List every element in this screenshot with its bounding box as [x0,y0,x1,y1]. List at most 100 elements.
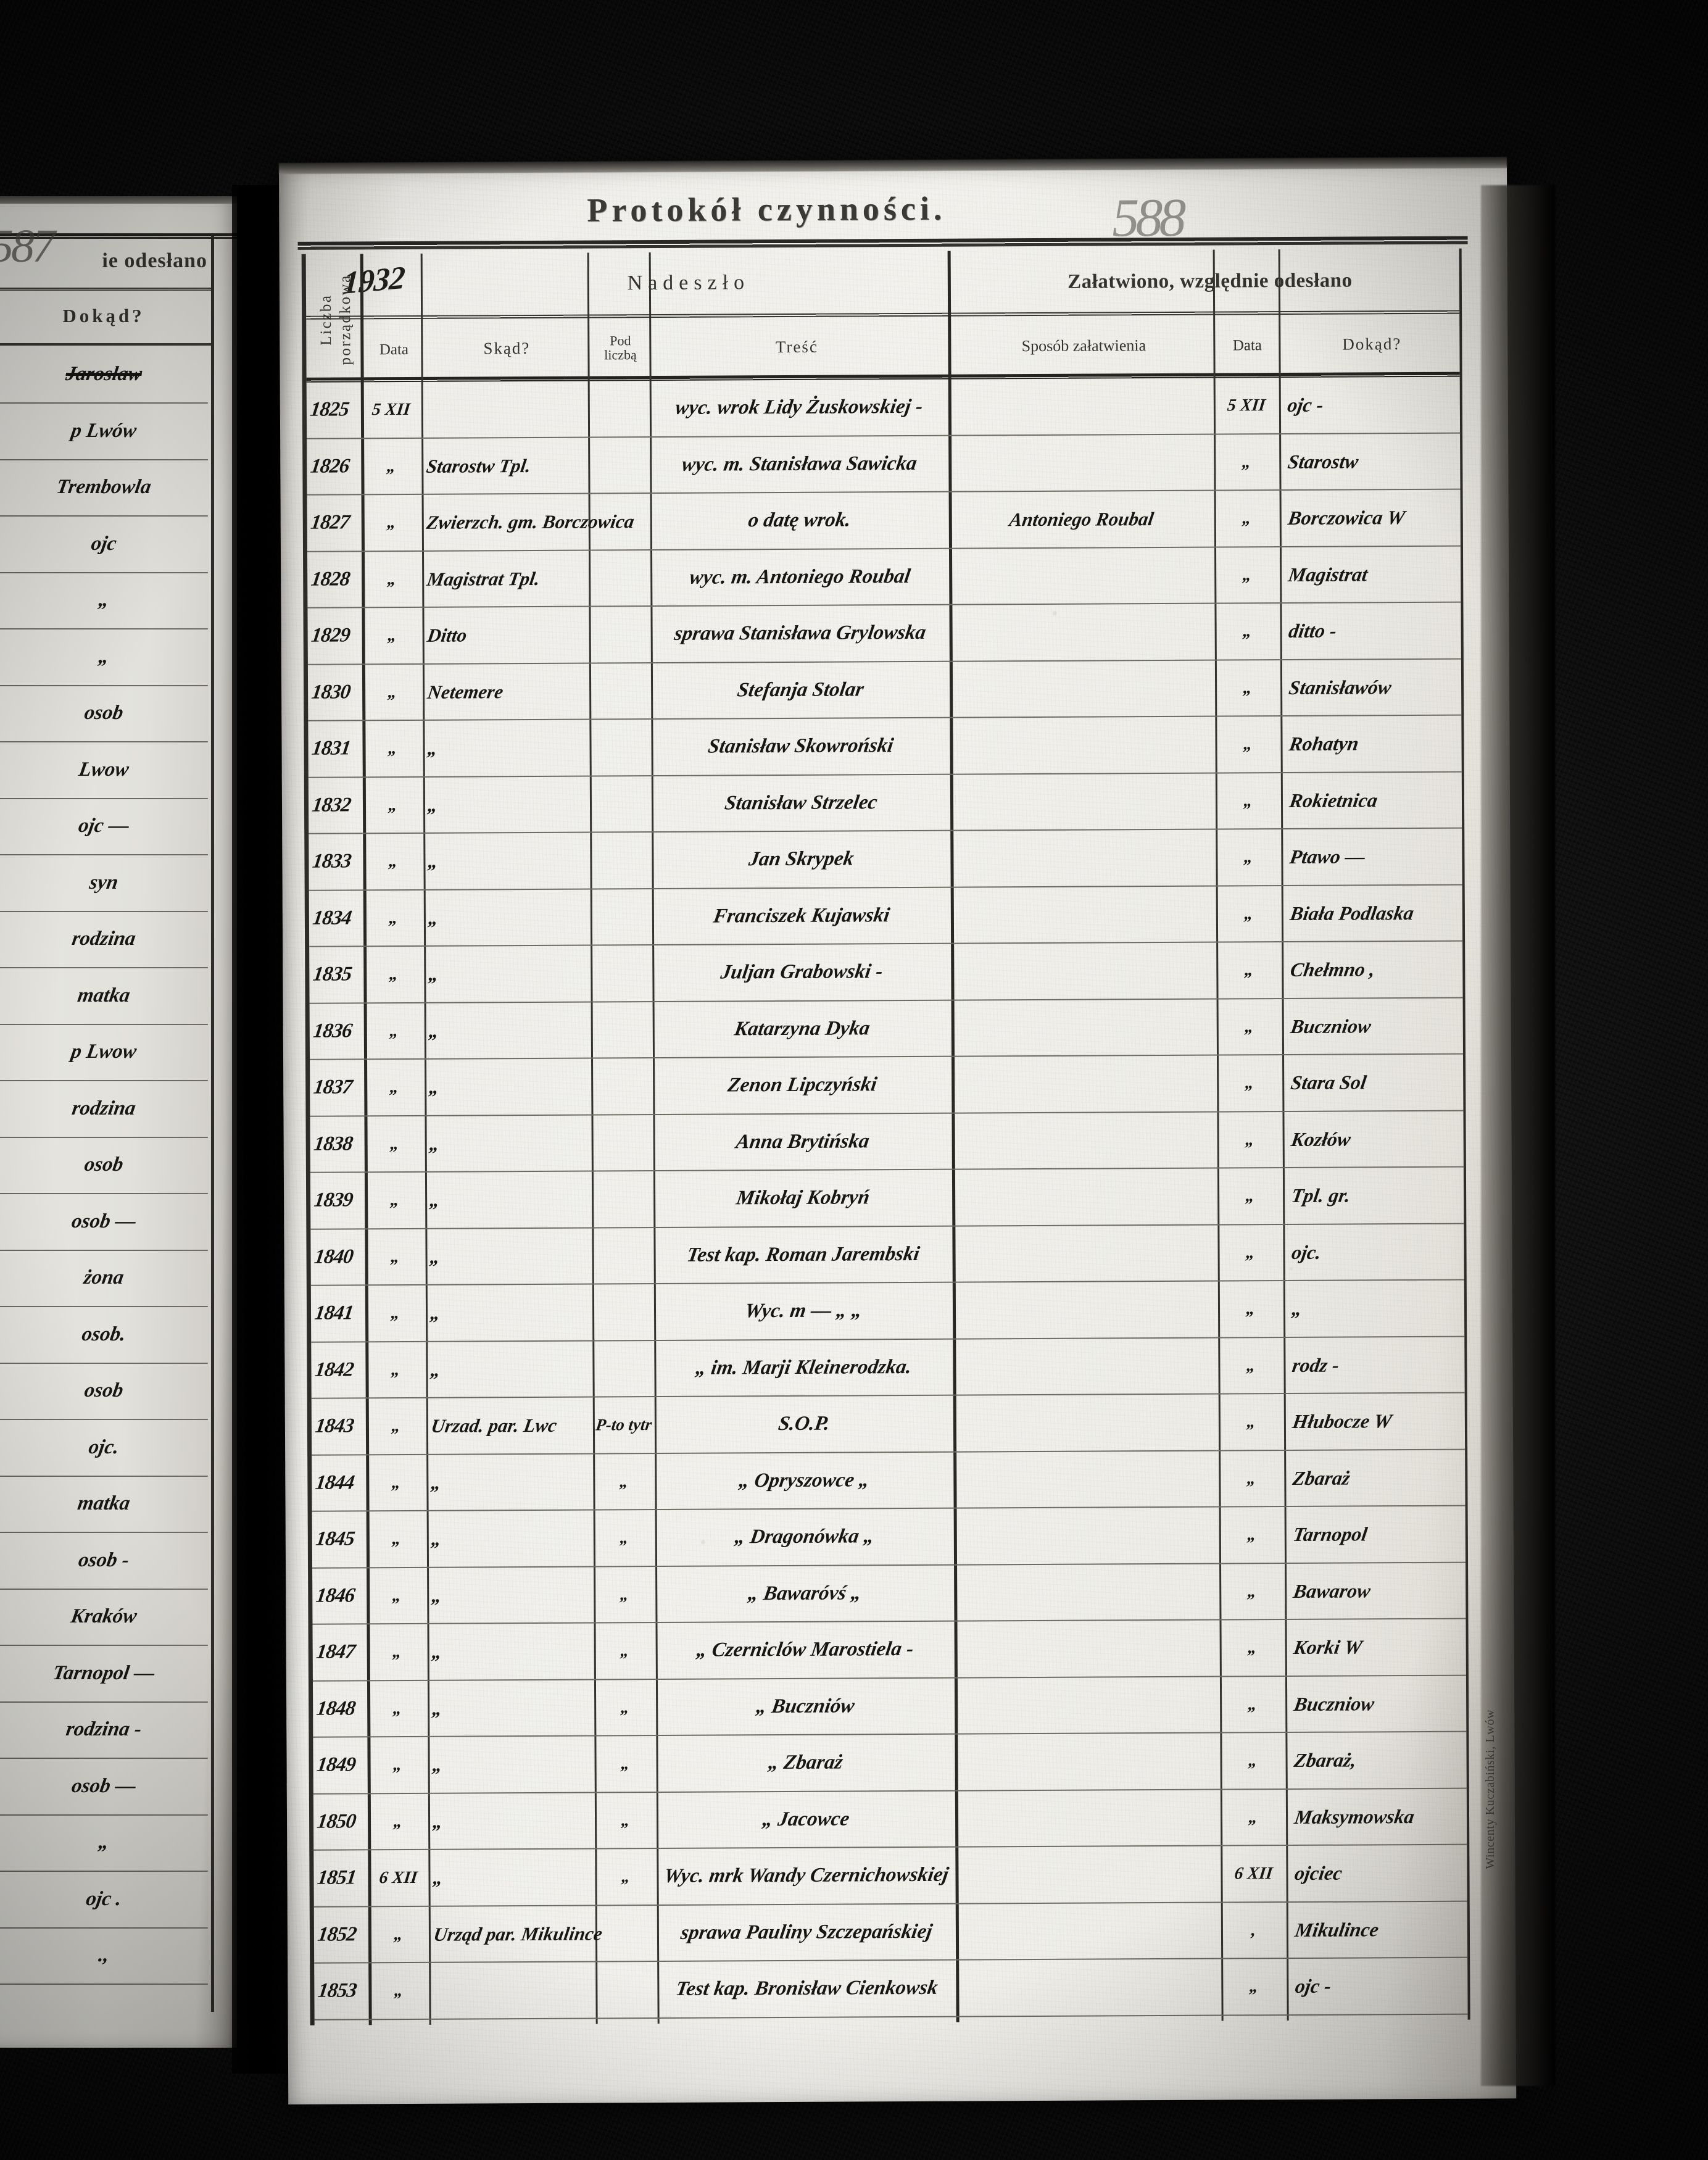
column-header-ordinal: Liczba porządkowa [317,273,354,365]
cell-date2: 6 XII [1233,1863,1274,1884]
cell-lp: 1837 [312,1076,354,1099]
verso-divider-1 [0,288,212,291]
cell-to: Chełmno , [1288,958,1377,981]
cell-from: „ [431,1866,445,1888]
cell-date2: „ [1245,1355,1257,1375]
verso-column-header: Dokąd? [62,305,145,326]
cell-date1: „ [391,1416,402,1435]
cell-sub [587,833,655,888]
register-table: 1932 Nadeszło Załatwiono, względnie odes… [301,248,1470,2025]
cell-from: „ [431,1640,444,1663]
group-header-outgoing: Załatwiono, względnie odesłano [1068,269,1353,293]
cell-body: Wyc. m — „ „ [743,1299,864,1323]
cell-from: „ [427,963,441,985]
cell-from: „ [426,850,440,872]
cell-lp: 1852 [316,1923,358,1946]
cell-how [948,1169,1222,1226]
cell-from: Magistrat Tpl. [425,567,542,590]
cell-to: Mikulince [1293,1918,1380,1941]
cell-sub: „ [621,1867,632,1886]
table-row: 1827 „ Zwierzch. gm. Borczowica o datę wrok… [307,489,1461,552]
cell-to: Buczniow [1289,1015,1373,1037]
cell-how [947,999,1221,1056]
cell-to: ojc. [1290,1240,1323,1263]
cell-how [951,1734,1225,1790]
cell-sub [589,1341,658,1397]
column-header-from: Skąd? [483,338,531,357]
table-column-header-row: Data Skąd? Pod liczbą Treść Sposób załat… [306,310,1460,383]
column-header-date-in: Data [379,341,409,359]
cell-to: Tpl. gr. [1290,1184,1353,1207]
cell-date1: „ [391,1585,403,1605]
cell-to: Korki W [1292,1635,1364,1659]
cell-from [417,381,592,438]
cell-body: Stanisław Skowroński [706,734,895,758]
cell-lp: 1836 [312,1020,354,1042]
cell-to: Magistrat [1287,563,1370,586]
cell-sub: P-to tytr [594,1415,653,1434]
cell-from: „ [428,1245,442,1268]
cell-date2: „ [1246,1638,1258,1658]
cell-date1: „ [390,1360,402,1379]
cell-date2: „ [1247,1694,1259,1714]
cell-to: Rohatyn [1287,732,1361,755]
cell-how [951,1790,1225,1846]
cell-body: Wyc. mrk Wandy Czernichowskiej [662,1863,950,1888]
cell-body: Test kap. Roman Jarembski [685,1242,921,1266]
cell-to: rodz - [1290,1353,1341,1376]
cell-body: Stanisław Strzelec [723,791,879,815]
cell-date2: „ [1242,621,1253,641]
recto-page: Protokół czynności. 588 1932 Nadeszło Za… [278,157,1517,2104]
cell-date2: „ [1246,1468,1258,1488]
cell-sub: „ [620,1641,631,1660]
cell-sub [588,1058,657,1114]
cell-how [948,1225,1222,1282]
verso-entry: p Lwów [0,403,217,460]
cell-date1: „ [390,1303,401,1323]
verso-entry: rodzina [0,912,217,968]
cell-how [949,1395,1223,1452]
cell-lp: 1847 [315,1640,357,1663]
cell-from: „ [430,1584,444,1606]
table-row: 1828 „ Magistrat Tpl. wyc. m. Antoniego Rou… [307,546,1461,609]
cell-how [951,1903,1225,1959]
cell-to: Ptawo — [1288,845,1367,868]
cell-how [950,1677,1224,1734]
table-row: 1849 „ „ „ „ Zbaraż „ Zbaraż, [313,1732,1467,1795]
cell-sub [588,1115,657,1171]
cell-lp: 1851 [316,1866,358,1889]
cell-lp: 1840 [313,1245,355,1268]
cell-how [947,943,1221,1000]
cell-to: Rokietnica [1288,789,1380,812]
cell-body: „ im. Marji Kleinerodzka. [694,1355,913,1379]
cell-lp: 1846 [314,1584,356,1607]
cell-from: „ [426,793,440,816]
cell-sub [586,663,655,719]
cell-date1: „ [389,1190,401,1210]
cell-to: Zbaraż, [1292,1748,1358,1772]
cell-date2: „ [1244,1129,1256,1149]
cell-from: Starostw Tpl. [425,454,533,477]
column-header-method: Sposób załatwienia [1021,336,1146,355]
cell-lp: 1844 [314,1471,355,1494]
cell-to: Tarnopol [1291,1522,1369,1546]
verso-entry: Tarnopol — [0,1645,217,1702]
cell-body: „ Czerniclów Marostiela - [695,1638,916,1661]
cell-lp: 1845 [314,1527,356,1550]
cell-to: Stara Sol [1289,1071,1368,1094]
cell-date2: „ [1245,1242,1256,1262]
cell-lp: 1848 [315,1697,357,1720]
cell-lp: 1833 [311,850,352,873]
column-header-sub-line1: Pod [610,333,631,349]
table-row: 1826 „ Starostw Tpl. wyc. m. Stanisława Saw… [307,433,1461,496]
cell-from: Ditto [426,624,469,646]
cell-how [949,1451,1223,1508]
cell-body: „ Jacowce [761,1808,851,1830]
cell-sub [585,438,653,493]
column-header-to: Dokąd? [1342,334,1402,354]
cell-from: Urząd par. Mikulince [432,1922,604,1945]
cell-sub: „ [620,1754,631,1773]
cell-date1: „ [388,908,399,928]
cell-date1: „ [392,1698,404,1718]
cell-body: Anna Brytińska [734,1130,871,1153]
